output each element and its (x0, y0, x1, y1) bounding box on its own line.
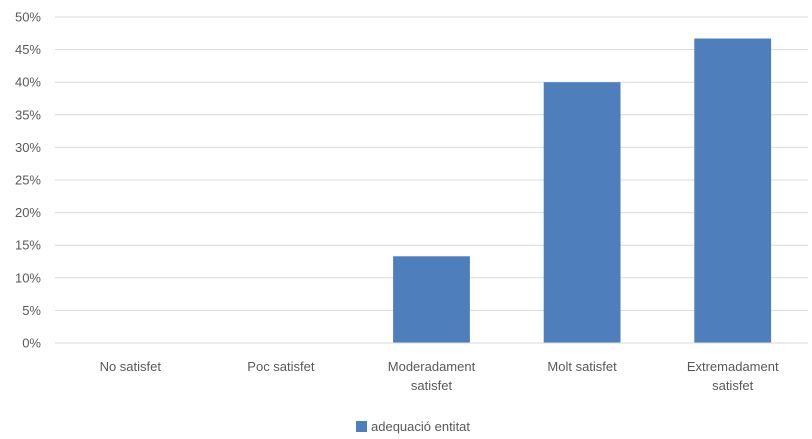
bars (393, 38, 772, 344)
x-category-label: Extremadament satisfet (687, 359, 779, 393)
x-category-label: Moderadament satisfet (388, 359, 476, 393)
bar (694, 38, 772, 344)
x-category-label: Molt satisfet (547, 359, 617, 374)
y-tick-label: 5% (22, 303, 41, 318)
x-category-label: No satisfet (100, 359, 162, 374)
legend-label: adequació entitat (371, 419, 470, 434)
gridlines (55, 16, 808, 311)
y-tick-label: 40% (15, 75, 41, 90)
y-tick-label: 15% (15, 238, 41, 253)
y-tick-label: 20% (15, 205, 41, 220)
y-tick-label: 0% (22, 336, 41, 351)
legend-swatch (356, 421, 367, 432)
x-category-label: Poc satisfet (247, 359, 315, 374)
y-axis-tick-labels: 0% 5% 10% 15% 20% 25% 30% 35% 40% 45% 50% (15, 10, 41, 351)
y-tick-label: 30% (15, 140, 41, 155)
legend: adequació entitat (356, 419, 470, 434)
y-tick-label: 45% (15, 42, 41, 57)
y-tick-label: 50% (15, 10, 41, 25)
y-tick-label: 25% (15, 173, 41, 188)
bar (543, 82, 621, 343)
bar (393, 256, 470, 343)
x-axis-category-labels: No satisfet Poc satisfet Moderadament satis… (100, 359, 779, 393)
y-tick-label: 35% (15, 107, 41, 122)
y-tick-label: 10% (15, 270, 41, 285)
